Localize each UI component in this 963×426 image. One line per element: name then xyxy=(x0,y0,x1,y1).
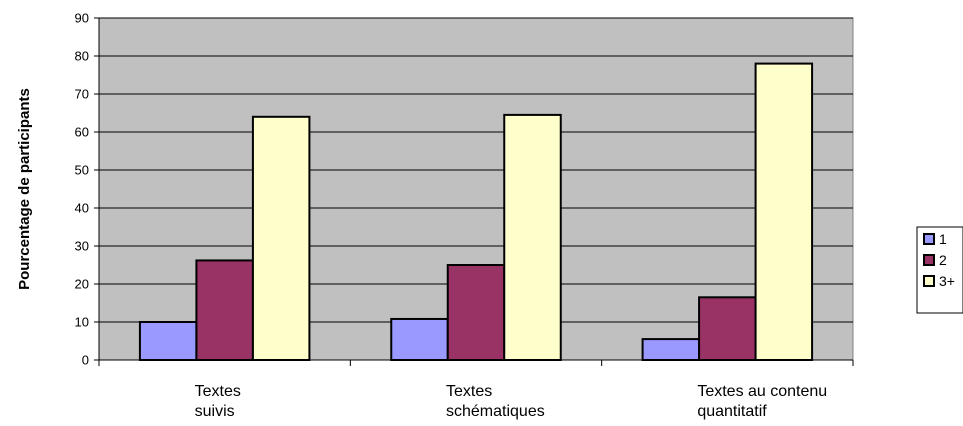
y-tick-label: 10 xyxy=(75,315,89,330)
bar xyxy=(138,321,198,361)
y-tick-label: 20 xyxy=(75,277,89,292)
y-tick-label: 90 xyxy=(75,11,89,26)
bar xyxy=(503,113,562,362)
legend-swatch xyxy=(923,254,935,266)
x-category-label: Textes au contenu quantitatif xyxy=(697,383,827,420)
x-category-label: Textes schématiques xyxy=(446,383,545,420)
bar xyxy=(251,115,311,361)
y-axis-label: Pourcentage de participants xyxy=(16,88,33,290)
bar xyxy=(390,317,449,361)
x-category-labels: Textes suivis Textes schématiques Textes au … xyxy=(195,383,828,420)
x-category-label: Textes suivis xyxy=(195,383,241,420)
y-tick-label: 30 xyxy=(75,239,89,254)
legend-swatch xyxy=(923,275,935,287)
y-tick-label: 0 xyxy=(82,353,89,368)
bar xyxy=(698,296,757,361)
y-tick-label: 70 xyxy=(75,87,89,102)
bar xyxy=(754,62,814,361)
bars xyxy=(138,62,814,362)
y-tick-label: 50 xyxy=(75,163,89,178)
legend: 1 2 3+ xyxy=(916,226,963,314)
y-tick-label: 80 xyxy=(75,49,89,64)
y-tick-label: 60 xyxy=(75,125,89,140)
legend-label: 2 xyxy=(939,252,947,268)
bar xyxy=(195,259,254,361)
legend-label: 1 xyxy=(939,231,947,247)
bar xyxy=(641,338,701,362)
y-tick-labels: 0 10 20 30 40 50 60 70 80 90 xyxy=(75,11,89,368)
legend-swatch xyxy=(923,233,935,245)
bar xyxy=(446,264,506,361)
axes xyxy=(94,17,854,366)
legend-label: 3+ xyxy=(939,273,955,289)
y-tick-label: 40 xyxy=(75,201,89,216)
